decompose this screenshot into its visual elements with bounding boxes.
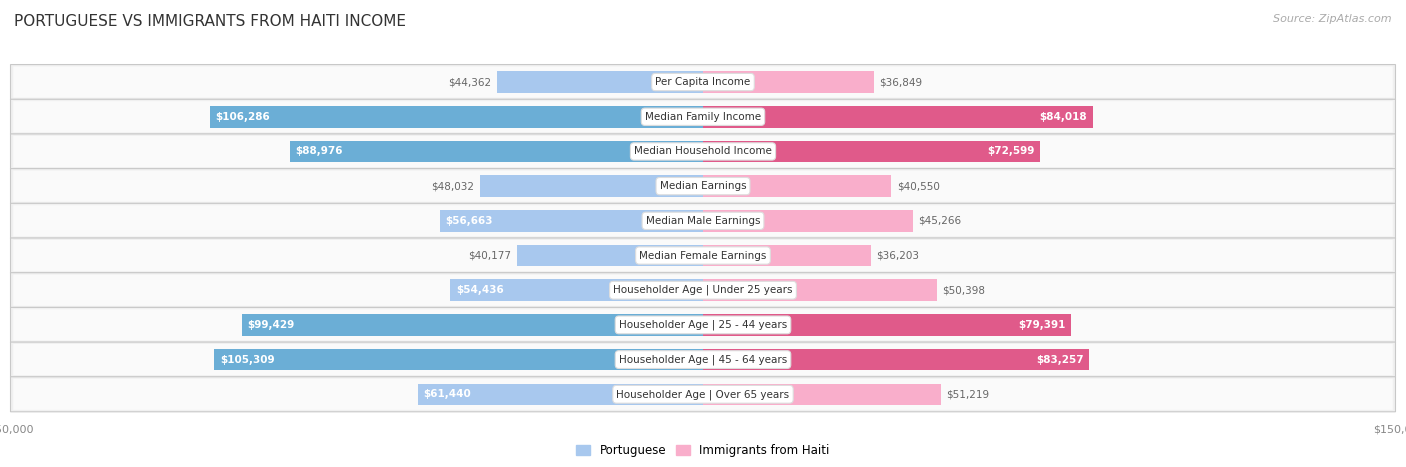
FancyBboxPatch shape (13, 309, 1393, 340)
Text: Householder Age | Under 25 years: Householder Age | Under 25 years (613, 285, 793, 296)
FancyBboxPatch shape (13, 136, 1393, 167)
Text: $88,976: $88,976 (295, 147, 343, 156)
FancyBboxPatch shape (10, 342, 1396, 377)
Bar (479, 176, 703, 197)
FancyBboxPatch shape (13, 66, 1393, 98)
Text: $56,663: $56,663 (446, 216, 494, 226)
Text: $99,429: $99,429 (247, 320, 294, 330)
Bar (209, 106, 703, 127)
Text: Median Male Earnings: Median Male Earnings (645, 216, 761, 226)
Text: $45,266: $45,266 (918, 216, 962, 226)
FancyBboxPatch shape (10, 99, 1396, 134)
Text: Median Family Income: Median Family Income (645, 112, 761, 122)
Text: Householder Age | 25 - 44 years: Householder Age | 25 - 44 years (619, 319, 787, 330)
Text: $51,219: $51,219 (946, 389, 990, 399)
FancyBboxPatch shape (10, 134, 1396, 169)
Bar (703, 210, 912, 232)
FancyBboxPatch shape (10, 64, 1396, 99)
Text: $36,203: $36,203 (876, 250, 920, 261)
FancyBboxPatch shape (10, 238, 1396, 273)
Legend: Portuguese, Immigrants from Haiti: Portuguese, Immigrants from Haiti (571, 439, 835, 462)
Text: $106,286: $106,286 (215, 112, 270, 122)
FancyBboxPatch shape (10, 169, 1396, 204)
FancyBboxPatch shape (13, 379, 1393, 410)
FancyBboxPatch shape (13, 344, 1393, 375)
Text: Median Household Income: Median Household Income (634, 147, 772, 156)
Text: Median Earnings: Median Earnings (659, 181, 747, 191)
Bar (418, 383, 703, 405)
Text: $105,309: $105,309 (219, 354, 274, 365)
Text: $54,436: $54,436 (456, 285, 503, 295)
Text: $61,440: $61,440 (423, 389, 471, 399)
Bar (703, 71, 875, 93)
Text: $83,257: $83,257 (1036, 354, 1084, 365)
FancyBboxPatch shape (13, 205, 1393, 236)
Bar (703, 314, 1071, 336)
Text: $40,177: $40,177 (468, 250, 510, 261)
Bar (214, 349, 703, 370)
Text: $72,599: $72,599 (987, 147, 1035, 156)
Bar (703, 176, 891, 197)
Bar (703, 349, 1090, 370)
FancyBboxPatch shape (10, 377, 1396, 412)
Text: $48,032: $48,032 (432, 181, 475, 191)
Text: $36,849: $36,849 (880, 77, 922, 87)
Bar (703, 279, 936, 301)
Text: Source: ZipAtlas.com: Source: ZipAtlas.com (1274, 14, 1392, 24)
Text: $84,018: $84,018 (1039, 112, 1087, 122)
Bar (440, 210, 703, 232)
Text: $79,391: $79,391 (1018, 320, 1066, 330)
Text: Per Capita Income: Per Capita Income (655, 77, 751, 87)
Bar (450, 279, 703, 301)
FancyBboxPatch shape (10, 203, 1396, 238)
FancyBboxPatch shape (10, 273, 1396, 308)
Bar (703, 245, 870, 266)
Bar (703, 383, 941, 405)
FancyBboxPatch shape (13, 275, 1393, 306)
Text: Median Female Earnings: Median Female Earnings (640, 250, 766, 261)
Bar (498, 71, 703, 93)
Bar (516, 245, 703, 266)
FancyBboxPatch shape (13, 240, 1393, 271)
Text: $50,398: $50,398 (942, 285, 986, 295)
FancyBboxPatch shape (10, 307, 1396, 342)
FancyBboxPatch shape (13, 101, 1393, 132)
FancyBboxPatch shape (13, 170, 1393, 202)
Bar (242, 314, 703, 336)
Text: Householder Age | 45 - 64 years: Householder Age | 45 - 64 years (619, 354, 787, 365)
Text: PORTUGUESE VS IMMIGRANTS FROM HAITI INCOME: PORTUGUESE VS IMMIGRANTS FROM HAITI INCO… (14, 14, 406, 29)
Bar (290, 141, 703, 162)
Bar (703, 106, 1092, 127)
Text: Householder Age | Over 65 years: Householder Age | Over 65 years (616, 389, 790, 400)
Text: $40,550: $40,550 (897, 181, 939, 191)
Bar (703, 141, 1040, 162)
Text: $44,362: $44,362 (449, 77, 492, 87)
